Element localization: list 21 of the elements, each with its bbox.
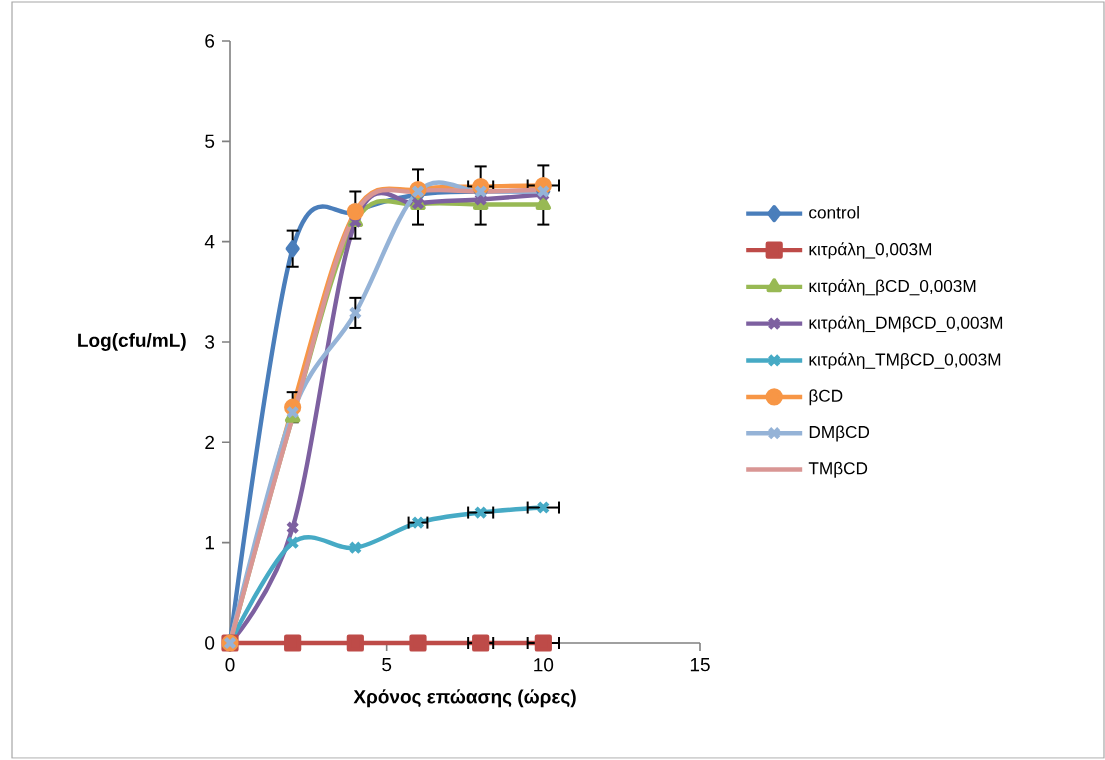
legend-label: βCD bbox=[809, 389, 843, 406]
legend-label: TMβCD bbox=[808, 461, 868, 478]
x-tick-label: 15 bbox=[690, 658, 710, 672]
y-tick-label: 1 bbox=[205, 536, 214, 550]
x-tick-label: 5 bbox=[382, 658, 392, 672]
legend-label: control bbox=[809, 205, 859, 219]
y-tick-label: 5 bbox=[205, 134, 215, 148]
legend-label: κιτράλη_0,003M bbox=[809, 242, 932, 259]
y-tick-label: 4 bbox=[204, 235, 215, 249]
y-tick-label: 3 bbox=[205, 335, 215, 349]
x-tick-label: 10 bbox=[534, 658, 554, 672]
y-tick-label: 6 bbox=[205, 34, 215, 48]
y-axis-title: Log(cfu/mL) bbox=[78, 333, 186, 351]
legend-label: κιτράλη_TMβCD_0,003M bbox=[809, 352, 1001, 369]
legend-label: DMβCD bbox=[809, 425, 870, 442]
legend-label: κιτράλη_βCD_0,003M bbox=[809, 278, 976, 296]
y-tick-label: 0 bbox=[205, 636, 215, 650]
legend-label: κιτράλη_DMβCD_0,003M bbox=[809, 315, 1003, 333]
x-axis-title: Χρόνος επώασης (ώρες) bbox=[353, 689, 576, 708]
y-tick-label: 2 bbox=[205, 435, 214, 449]
x-tick-label: 0 bbox=[225, 658, 235, 672]
